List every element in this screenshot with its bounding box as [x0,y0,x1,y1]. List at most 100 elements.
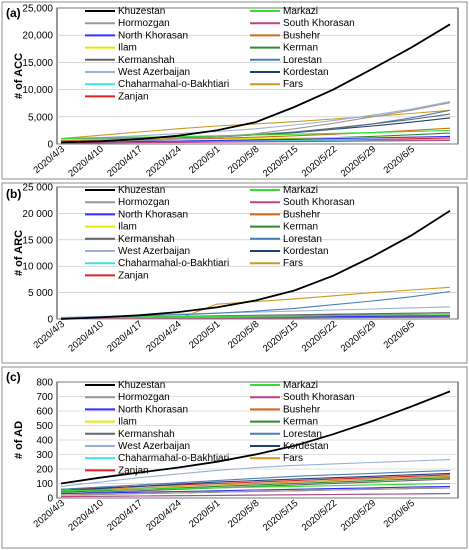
series-lines [60,23,451,144]
legend-entry: Zanjan [118,270,149,281]
legend-entry: Ilam [118,43,137,54]
legend-entry: Markazi [283,185,318,196]
legend-entry: West Azerbaijan [118,246,190,257]
legend-entry: Kerman [283,43,318,54]
y-tick-label: 300 [36,450,53,461]
legend-entry: Zanjan [118,91,149,102]
y-axis-label: # of ARC [13,230,25,276]
legend-entry: Kerman [283,222,318,233]
y-tick-label: 500 [36,421,53,432]
series-line-10 [60,101,451,140]
legend-entry: South Khorasan [283,197,355,208]
legend-entry: Hormozgan [118,392,170,403]
legend-entry: Markazi [283,6,318,17]
y-tick-label: 5,000 [28,112,53,123]
y-tick-label: 5 000 [28,288,53,299]
series-lines [60,390,451,498]
legend-entry: Bushehr [283,209,321,220]
series-line-3 [60,493,451,498]
series-line-13 [60,475,451,492]
legend-entry: Ilam [118,417,137,428]
series-line-1 [60,129,451,140]
legend: Khuzestan Markazi Hormozgan South Khorasan N… [85,6,355,102]
legend-entry: Bushehr [283,30,321,41]
y-tick-label: 10 000 [22,262,53,273]
legend-entry: Kerman [283,417,318,428]
y-axis-label: # of AD [13,421,25,459]
legend-entry: Hormozgan [118,18,170,29]
legend-entry: North Khorasan [118,404,188,415]
y-tick-label: 25,000 [22,4,53,15]
legend-entry: Fars [283,453,303,464]
legend: Khuzestan Markazi Hormozgan South Khorasan N… [85,380,355,476]
y-tick-label: 100 [36,479,53,490]
y-tick-label: 600 [36,407,53,418]
legend-entry: Fars [283,258,303,269]
y-tick-label: 700 [36,392,53,403]
y-tick-label: 0 [47,315,53,326]
legend-entry: Fars [283,79,303,90]
y-axis-label: # of ACC [13,53,25,99]
legend-entry: West Azerbaijan [118,67,190,78]
y-tick-label: 20,000 [22,31,53,42]
legend-entry: West Azerbaijan [118,441,190,452]
legend-entry: Khuzestan [118,6,165,17]
series-line-13 [60,109,451,140]
panel-label: (b) [6,187,21,201]
legend-entry: Lorestan [283,55,322,66]
legend-entry: Kermanshah [118,55,175,66]
legend-entry: Zanjan [118,465,149,476]
legend-entry: Chaharmahal-o-Bakhtiari [118,453,229,464]
series-line-0 [60,390,451,485]
panel-label: (c) [6,370,21,384]
y-tick-label: 15,000 [22,58,53,69]
legend-entry: North Khorasan [118,209,188,220]
legend-entry: South Khorasan [283,392,355,403]
series-line-0 [60,210,451,320]
series-line-4 [60,485,451,495]
series-line-1 [60,314,451,319]
plot-area [56,186,459,320]
y-tick-label: 800 [36,378,53,389]
series-line-10 [60,459,451,487]
y-tick-label: 25 000 [22,183,53,194]
y-tick-label: 20 000 [22,209,53,220]
legend-entry: Kermanshah [118,234,175,245]
y-tick-label: 10,000 [22,85,53,96]
y-tick-label: 200 [36,465,53,476]
series-line-2 [60,487,451,496]
legend-entry: Kordestan [283,441,329,452]
legend-entry: Kordestan [283,246,329,257]
y-tick-label: 400 [36,436,53,447]
series-line-9 [60,469,451,490]
series-line-8 [60,478,451,495]
series-lines [60,210,451,320]
legend-entry: Lorestan [283,234,322,245]
legend-entry: Chaharmahal-o-Bakhtiari [118,258,229,269]
series-line-2 [60,312,451,320]
legend-entry: Markazi [283,380,318,391]
y-tick-label: 0 [47,494,53,505]
legend-entry: South Khorasan [283,18,355,29]
legend-entry: Hormozgan [118,197,170,208]
legend-entry: North Khorasan [118,30,188,41]
series-line-0 [60,23,451,144]
legend-entry: Khuzestan [118,185,165,196]
legend-entry: Khuzestan [118,380,165,391]
y-tick-label: 15 000 [22,235,53,246]
legend-entry: Kordestan [283,67,329,78]
panel-label: (a) [6,6,21,20]
series-line-3 [60,139,451,144]
legend-entry: Lorestan [283,429,322,440]
y-tick-label: 0 [47,140,53,151]
legend-entry: Chaharmahal-o-Bakhtiari [118,79,229,90]
legend-entry: Kermanshah [118,429,175,440]
legend-entry: Ilam [118,222,137,233]
series-line-2 [60,102,451,143]
legend-entry: Bushehr [283,404,321,415]
series-line-11 [60,472,451,492]
